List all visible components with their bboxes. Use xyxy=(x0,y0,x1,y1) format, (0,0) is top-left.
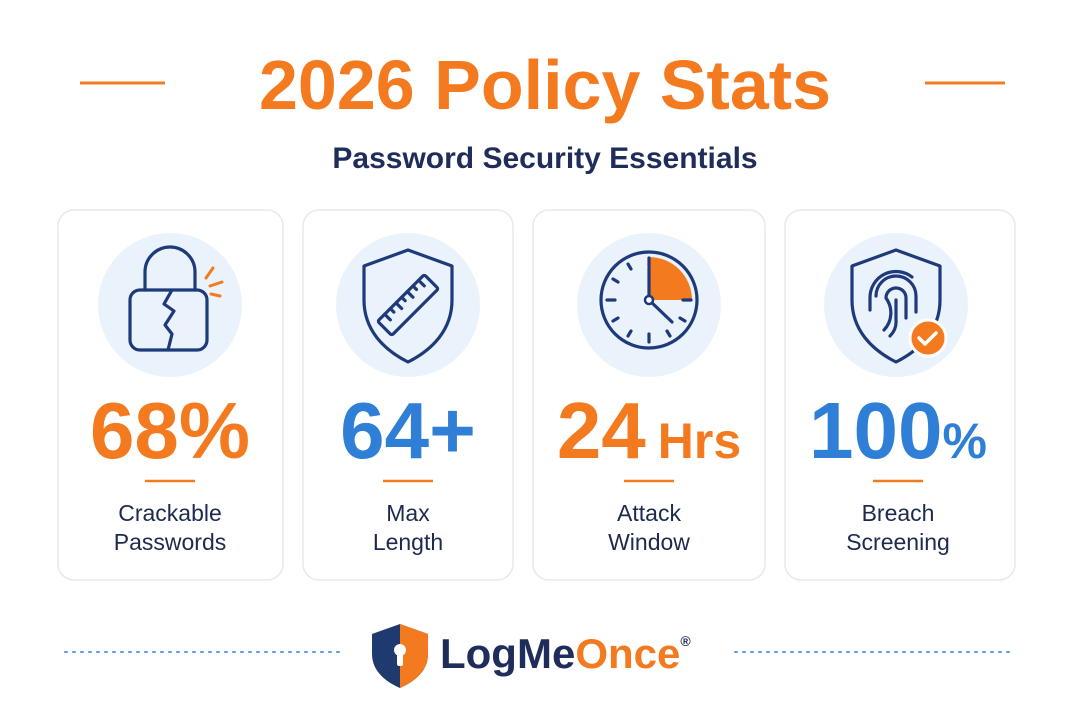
brand: LogMeOnce® xyxy=(440,630,691,677)
stat-label: Screening xyxy=(846,529,950,555)
registered-mark: ® xyxy=(680,633,691,649)
stat-value: 64+ xyxy=(340,386,476,475)
subtitle: Password Security Essentials xyxy=(332,142,757,175)
brand-part: LogMe xyxy=(440,630,575,677)
stat-label: Passwords xyxy=(114,529,226,555)
brand-part: Once xyxy=(575,630,680,677)
stat-value: 100% xyxy=(809,386,987,475)
stat-label: Max xyxy=(386,500,430,526)
stat-label: Window xyxy=(608,529,690,555)
stat-label: Breach xyxy=(862,500,935,526)
logo-shield xyxy=(372,624,428,688)
stat-label: Length xyxy=(373,529,443,555)
stat-label: Attack xyxy=(617,500,681,526)
stat-value: 68% xyxy=(90,386,250,475)
shield-ruler-icon xyxy=(336,233,480,377)
stat-label: Crackable xyxy=(118,500,222,526)
stat-unit: % xyxy=(943,413,987,469)
stat-value: 24 Hrs xyxy=(557,386,741,475)
stat-number: 100 xyxy=(809,386,942,475)
cards: 68% 64+ 24 Hrs 100% Crackable Passwords M… xyxy=(57,209,1016,581)
stat-number: 24 xyxy=(557,386,646,475)
lock-icon xyxy=(98,233,242,377)
fingerprint-icon xyxy=(824,233,968,377)
clock-icon xyxy=(577,233,721,377)
title: 2026 Policy Stats xyxy=(259,46,831,124)
stat-unit: Hrs xyxy=(658,413,741,469)
